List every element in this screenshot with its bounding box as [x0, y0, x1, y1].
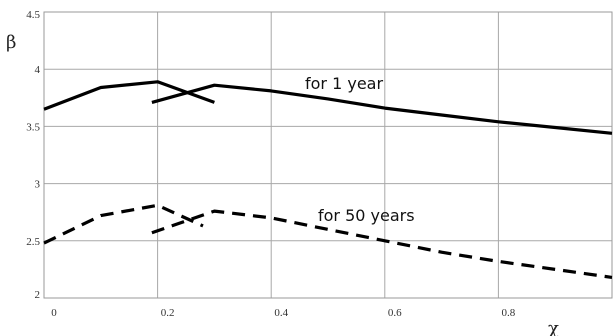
x-tick-labels: 0 0.2 0.4 0.6 0.8 [51, 307, 516, 319]
x-tick-label: 0.8 [502, 307, 516, 319]
y-tick-label: 4 [35, 64, 41, 76]
y-tick-label: 3 [35, 179, 41, 191]
y-tick-label: 4.5 [26, 9, 40, 21]
y-tick-label: 2 [35, 289, 41, 301]
y-axis-label: β [6, 32, 16, 53]
y-tick-label: 2.5 [26, 236, 40, 248]
x-tick-label: 0 [51, 307, 57, 319]
series-lines [43, 80, 613, 279]
series-line-3 [43, 203, 204, 245]
y-tick-labels: 2 2.5 3 3.5 4 4.5 [26, 9, 40, 301]
series-label-50-years: for 50 years [318, 206, 415, 225]
series-line-4 [151, 209, 613, 279]
series-line-2 [151, 83, 613, 135]
x-tick-label: 0.6 [388, 307, 402, 319]
series-line-1 [43, 80, 215, 111]
series-label-1-year: for 1 year [305, 74, 383, 93]
plot-frame [43, 11, 613, 299]
x-axis-label: χ [548, 318, 559, 336]
y-tick-label: 3.5 [26, 121, 40, 133]
grid [43, 11, 612, 299]
x-tick-label: 0.2 [161, 307, 175, 319]
x-tick-label: 0.4 [274, 307, 288, 319]
